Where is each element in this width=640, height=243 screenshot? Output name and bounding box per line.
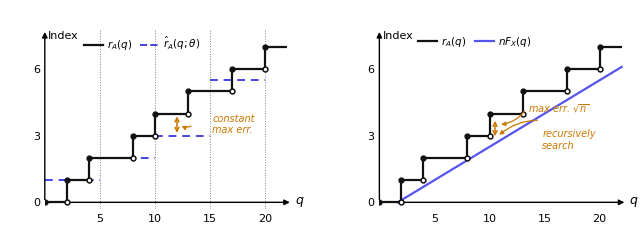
Text: Index: Index	[48, 31, 79, 41]
Legend: $r_A(q)$, $nF_X(q)$: $r_A(q)$, $nF_X(q)$	[414, 31, 536, 53]
Text: recursively
search: recursively search	[542, 129, 596, 151]
Text: $q$: $q$	[629, 195, 639, 209]
Legend: $r_A(q)$, $\hat{r}_A(q;\theta)$: $r_A(q)$, $\hat{r}_A(q;\theta)$	[80, 31, 205, 56]
Text: Index: Index	[383, 31, 413, 41]
Text: constant
max err.: constant max err.	[212, 114, 255, 135]
Text: max err. $\sqrt{n}$: max err. $\sqrt{n}$	[528, 103, 589, 115]
Text: $q$: $q$	[295, 195, 304, 209]
